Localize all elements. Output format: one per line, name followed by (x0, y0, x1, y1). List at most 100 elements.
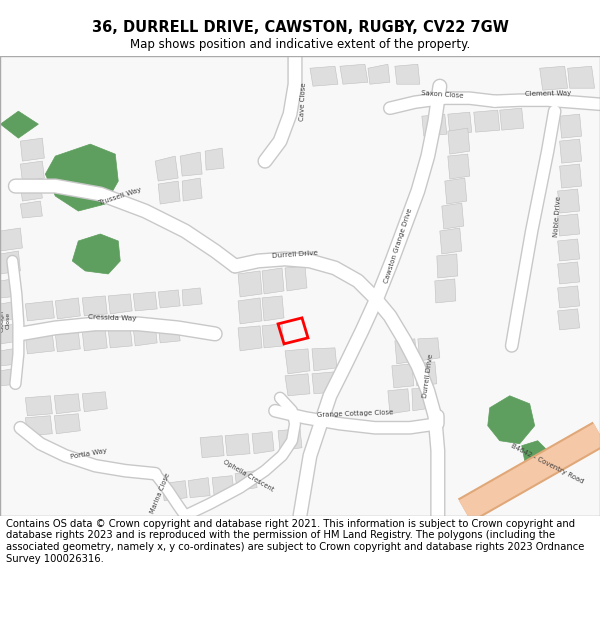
Text: Cawston Grange Drive: Cawston Grange Drive (383, 208, 413, 284)
Polygon shape (392, 364, 414, 388)
Polygon shape (278, 429, 302, 451)
Text: Noble Drive: Noble Drive (553, 196, 562, 237)
Polygon shape (1, 111, 38, 138)
Polygon shape (557, 286, 580, 308)
Polygon shape (285, 374, 310, 396)
Polygon shape (437, 254, 458, 278)
Polygon shape (435, 279, 456, 303)
Polygon shape (1, 368, 20, 386)
Polygon shape (521, 441, 548, 464)
Polygon shape (448, 128, 470, 154)
Polygon shape (500, 108, 524, 130)
Text: Grange Cottage Close: Grange Cottage Close (317, 409, 393, 418)
Polygon shape (158, 181, 180, 204)
Polygon shape (1, 228, 22, 251)
Text: Cressida Way: Cressida Way (88, 314, 137, 322)
Polygon shape (262, 268, 284, 294)
Polygon shape (212, 476, 234, 496)
Polygon shape (560, 164, 581, 188)
Polygon shape (20, 201, 43, 218)
Polygon shape (133, 326, 157, 346)
Text: Ophelia Crescent: Ophelia Crescent (222, 459, 274, 492)
Polygon shape (188, 478, 210, 498)
Polygon shape (415, 362, 437, 386)
Polygon shape (155, 156, 178, 181)
Polygon shape (418, 338, 440, 361)
Text: Clough
Close: Clough Close (0, 310, 11, 332)
Polygon shape (238, 271, 262, 297)
Polygon shape (133, 292, 157, 311)
Polygon shape (108, 294, 132, 314)
Polygon shape (1, 251, 20, 274)
Polygon shape (238, 326, 262, 351)
Polygon shape (395, 339, 417, 364)
Polygon shape (1, 56, 599, 516)
Polygon shape (108, 328, 132, 348)
Polygon shape (1, 324, 20, 344)
Text: Saxon Close: Saxon Close (421, 90, 463, 99)
Polygon shape (20, 161, 44, 181)
Polygon shape (20, 181, 43, 201)
Polygon shape (25, 301, 55, 321)
Polygon shape (238, 298, 262, 324)
Text: Contains OS data © Crown copyright and database right 2021. This information is : Contains OS data © Crown copyright and d… (6, 519, 584, 564)
Polygon shape (158, 324, 180, 343)
Text: Marina Close: Marina Close (149, 472, 171, 515)
Polygon shape (25, 334, 55, 354)
Polygon shape (55, 394, 80, 414)
Polygon shape (560, 114, 581, 138)
Polygon shape (25, 396, 52, 416)
Polygon shape (539, 66, 568, 90)
Polygon shape (20, 138, 44, 161)
Text: Cave Close: Cave Close (299, 82, 307, 121)
Polygon shape (46, 144, 118, 211)
Polygon shape (445, 178, 467, 204)
Polygon shape (340, 64, 368, 84)
Polygon shape (422, 114, 447, 136)
Polygon shape (1, 348, 20, 366)
Polygon shape (448, 112, 472, 134)
Text: 36, DURRELL DRIVE, CAWSTON, RUGBY, CV22 7GW: 36, DURRELL DRIVE, CAWSTON, RUGBY, CV22 … (92, 20, 508, 35)
Polygon shape (368, 64, 390, 84)
Polygon shape (557, 189, 580, 213)
Polygon shape (55, 414, 80, 434)
Polygon shape (162, 481, 187, 501)
Polygon shape (557, 239, 580, 261)
Polygon shape (200, 436, 224, 457)
Polygon shape (560, 139, 581, 163)
Polygon shape (488, 396, 535, 444)
Polygon shape (412, 388, 433, 411)
Polygon shape (557, 309, 580, 330)
Text: Clement Way: Clement Way (524, 90, 571, 97)
Polygon shape (440, 228, 462, 254)
Polygon shape (474, 110, 500, 132)
Polygon shape (310, 66, 338, 86)
Polygon shape (1, 278, 20, 298)
Text: Map shows position and indicative extent of the property.: Map shows position and indicative extent… (130, 38, 470, 51)
Polygon shape (82, 392, 107, 412)
Text: Trussell Way: Trussell Way (98, 186, 142, 206)
Polygon shape (182, 288, 202, 306)
Polygon shape (568, 66, 595, 88)
Polygon shape (235, 471, 257, 491)
Text: Durrell Drive: Durrell Drive (272, 249, 318, 259)
Polygon shape (285, 349, 310, 374)
Polygon shape (442, 203, 464, 229)
Polygon shape (557, 262, 580, 284)
Polygon shape (252, 432, 274, 454)
Polygon shape (285, 266, 307, 291)
Polygon shape (25, 416, 52, 436)
Polygon shape (180, 152, 202, 176)
Polygon shape (55, 298, 80, 319)
Polygon shape (312, 372, 337, 394)
Polygon shape (1, 301, 20, 321)
Polygon shape (82, 330, 107, 351)
Polygon shape (262, 324, 284, 348)
Polygon shape (388, 389, 410, 414)
Polygon shape (73, 234, 120, 274)
Polygon shape (225, 434, 250, 456)
Polygon shape (395, 64, 420, 84)
Polygon shape (182, 178, 202, 201)
Polygon shape (82, 296, 107, 316)
Polygon shape (312, 348, 337, 371)
